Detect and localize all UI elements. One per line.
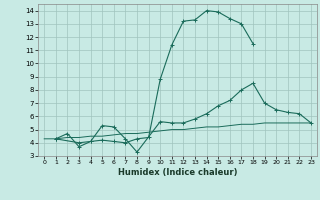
X-axis label: Humidex (Indice chaleur): Humidex (Indice chaleur) bbox=[118, 168, 237, 177]
